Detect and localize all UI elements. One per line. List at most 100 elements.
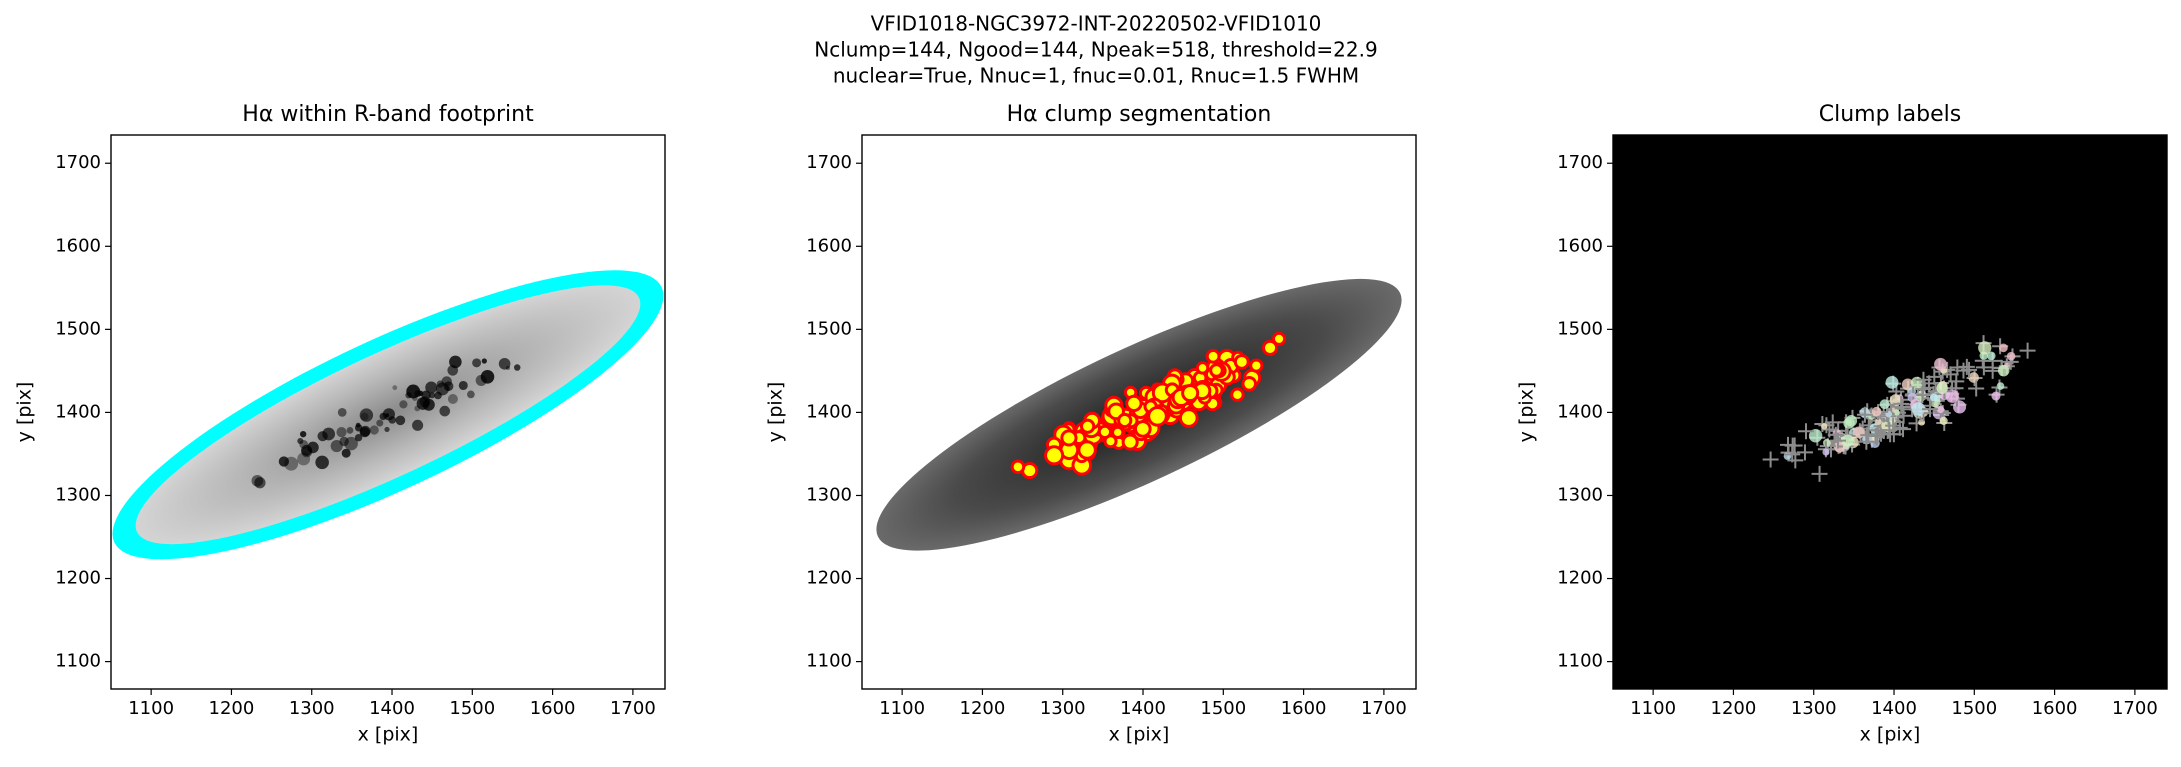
emission-knot — [447, 394, 458, 405]
y-tick-label: 1400 — [55, 401, 101, 422]
clump-outline — [1010, 459, 1026, 475]
emission-knot — [336, 427, 347, 438]
emission-knot — [475, 374, 487, 386]
clump-label — [1821, 423, 1828, 430]
emission-knot — [251, 474, 264, 487]
clump-label — [1996, 382, 2005, 390]
emission-knot — [360, 412, 369, 421]
x-tick-label: 1700 — [610, 698, 656, 719]
y-tick-label: 1500 — [1557, 318, 1603, 339]
clump-outline — [1261, 339, 1279, 356]
clump-label — [1991, 391, 2001, 401]
emission-knot — [330, 439, 343, 453]
y-tick-label: 1700 — [55, 152, 101, 173]
emission-knot — [346, 427, 354, 434]
y-tick-label: 1200 — [55, 568, 101, 589]
y-tick-label: 1400 — [1557, 401, 1603, 422]
clump-label — [1885, 375, 1899, 389]
clump-label — [1936, 382, 1948, 394]
emission-knot — [359, 426, 370, 438]
panel-title: Hα within R-band footprint — [242, 102, 534, 127]
emission-knot — [341, 448, 351, 458]
y-axis-label: y [pix] — [1516, 382, 1538, 443]
suptitle: VFID1018-NGC3972-INT-20220502-VFID1010 — [871, 12, 1322, 36]
x-tick-label: 1100 — [128, 698, 174, 719]
emission-knot — [395, 415, 406, 426]
emission-knot — [384, 426, 390, 433]
image — [111, 135, 665, 689]
clump-label — [1968, 372, 1979, 383]
x-tick-label: 1200 — [209, 698, 255, 719]
y-tick-label: 1600 — [1557, 235, 1603, 256]
clump-marker — [1885, 417, 1902, 434]
image — [862, 135, 1416, 689]
clump-label — [1934, 357, 1947, 371]
y-tick-label: 1400 — [806, 401, 852, 422]
clump-outline — [1125, 394, 1143, 413]
clump-label — [1845, 414, 1858, 427]
clump-outline — [1147, 405, 1168, 427]
y-tick-label: 1100 — [1557, 651, 1603, 672]
x-tick-label: 1500 — [1951, 698, 1997, 719]
emission-knot — [449, 355, 462, 369]
emission-knot — [422, 398, 435, 411]
clump-outline — [1249, 358, 1264, 373]
clump-label — [1875, 418, 1882, 425]
x-tick-label: 1500 — [1200, 698, 1246, 719]
x-tick-label: 1100 — [1630, 698, 1676, 719]
clump-label — [1822, 448, 1830, 456]
clump-marker — [1811, 465, 1828, 482]
emission-knot — [513, 364, 521, 371]
emission-knot — [392, 385, 398, 391]
clump-marker — [1975, 359, 1992, 376]
y-tick-label: 1100 — [806, 651, 852, 672]
panel: 1100 1200 1300 1400 1500 1600 1700 1100 1200 1300… — [14, 102, 666, 746]
clump-label — [1929, 393, 1938, 402]
y-tick-label: 1100 — [55, 651, 101, 672]
x-tick-label: 1300 — [289, 698, 335, 719]
y-tick-label: 1200 — [806, 568, 852, 589]
clump-marker — [1948, 373, 1965, 390]
suptitle: nuclear=True, Nnuc=1, fnuc=0.01, Rnuc=1.… — [833, 64, 1359, 88]
y-tick-label: 1300 — [1557, 484, 1603, 505]
panel-title: Clump labels — [1819, 102, 1961, 127]
emission-knot — [355, 422, 361, 428]
x-axis-label: x [pix] — [358, 724, 419, 746]
clump-outline — [1241, 376, 1258, 392]
clump-label — [1879, 399, 1890, 410]
x-tick-label: 1400 — [369, 698, 415, 719]
y-tick-label: 1600 — [55, 235, 101, 256]
clump-marker — [2019, 342, 2036, 359]
emission-knot — [421, 390, 431, 400]
clump-marker — [1895, 421, 1912, 438]
image — [1613, 135, 2167, 689]
clump-outline — [1181, 384, 1200, 403]
clump-label — [1871, 406, 1882, 417]
emission-knot — [435, 382, 449, 396]
clump-marker — [1860, 427, 1877, 444]
x-tick-label: 1700 — [1361, 698, 1407, 719]
clump-marker — [1858, 433, 1875, 450]
clump-label — [1978, 341, 1992, 355]
emission-knot — [278, 456, 290, 467]
emission-knot — [376, 419, 384, 427]
clump-label — [1936, 405, 1945, 414]
emission-knot — [412, 419, 424, 431]
clump-marker — [1856, 406, 1873, 423]
clump-label — [1841, 434, 1854, 447]
y-tick-label: 1600 — [806, 235, 852, 256]
clump-label — [1953, 400, 1967, 414]
emission-knot — [354, 434, 363, 442]
clump-label — [1939, 416, 1948, 425]
y-tick-label: 1300 — [55, 484, 101, 505]
clump-label — [1823, 438, 1831, 447]
clump-marker — [1786, 437, 1803, 454]
clump-marker — [1796, 444, 1813, 461]
x-axis-label: x [pix] — [1109, 724, 1170, 746]
clump-marker — [1921, 375, 1938, 392]
x-axis-label: x [pix] — [1860, 724, 1921, 746]
emission-knot — [297, 437, 304, 444]
clump-outline — [1117, 412, 1133, 429]
y-axis-label: y [pix] — [765, 382, 787, 443]
y-tick-label: 1700 — [806, 152, 852, 173]
